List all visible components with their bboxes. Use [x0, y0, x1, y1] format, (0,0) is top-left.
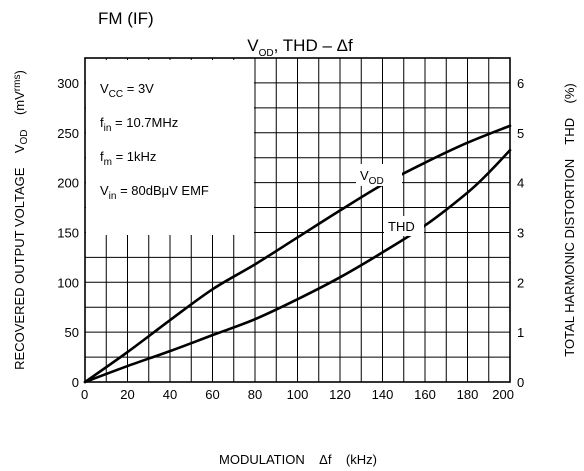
x-tick-label: 200	[492, 387, 514, 402]
y-tick-label: 200	[57, 176, 79, 191]
thd-label-bg	[384, 216, 424, 236]
x-tick-label: 120	[329, 387, 351, 402]
chart-category: FM (IF)	[98, 9, 154, 28]
y-tick-label: 300	[57, 76, 79, 91]
y2-tick-label: 0	[517, 375, 524, 390]
y-tick-label: 50	[65, 325, 79, 340]
series-label-vod: VOD	[360, 168, 384, 187]
x-tick-label: 100	[287, 387, 309, 402]
vod-label-bg	[356, 164, 402, 186]
x-tick-label: 180	[457, 387, 479, 402]
conditions: VCC = 3V fin = 10.7MHz fm = 1kHz Vin = 8…	[100, 81, 209, 202]
series	[83, 124, 512, 384]
y-tick-label: 0	[72, 375, 79, 390]
y2-tick-label: 2	[517, 275, 524, 290]
x-axis-label: MODULATION Δf (kHz)	[219, 452, 377, 467]
y2-tick-label: 3	[517, 225, 524, 240]
y2-tick-label: 4	[517, 176, 524, 191]
condition-vcc: VCC = 3V	[100, 81, 154, 100]
series-line-thd	[83, 148, 512, 384]
y-tick-labels: 0 50 100 150 200 250 300	[57, 76, 79, 390]
y-axis-label: RECOVERED OUTPUT VOLTAGE VOD (mVrms)	[12, 70, 30, 370]
condition-fm: fm = 1kHz	[100, 149, 156, 168]
series-label-thd: THD	[388, 219, 415, 234]
y2-tick-label: 6	[517, 76, 524, 91]
x-tick-label: 140	[372, 387, 394, 402]
y2-tick-labels: 0 1 2 3 4 5 6	[517, 76, 524, 390]
x-tick-label: 80	[248, 387, 262, 402]
plot-frame	[84, 57, 511, 383]
y-tick-label: 100	[57, 275, 79, 290]
series-line-vod	[83, 124, 512, 384]
conditions-box	[86, 60, 254, 235]
x-tick-label: 0	[81, 387, 88, 402]
x-tick-label: 160	[414, 387, 436, 402]
x-tick-labels: 0 20 40 60 80 100 120 140 160 180 200	[81, 387, 514, 402]
y2-tick-label: 1	[517, 325, 524, 340]
condition-vin: Vin = 80dBμV EMF	[100, 183, 209, 202]
x-tick-label: 60	[205, 387, 219, 402]
x-tick-label: 40	[163, 387, 177, 402]
y2-axis-label: TOTAL HARMONIC DISTORTION THD (%)	[562, 83, 577, 357]
chart-title: VOD, THD – Δf	[247, 36, 353, 59]
y-tick-label: 250	[57, 126, 79, 141]
condition-fin: fin = 10.7MHz	[100, 115, 178, 134]
y2-tick-label: 5	[517, 126, 524, 141]
y-tick-label: 150	[57, 225, 79, 240]
x-tick-label: 20	[120, 387, 134, 402]
